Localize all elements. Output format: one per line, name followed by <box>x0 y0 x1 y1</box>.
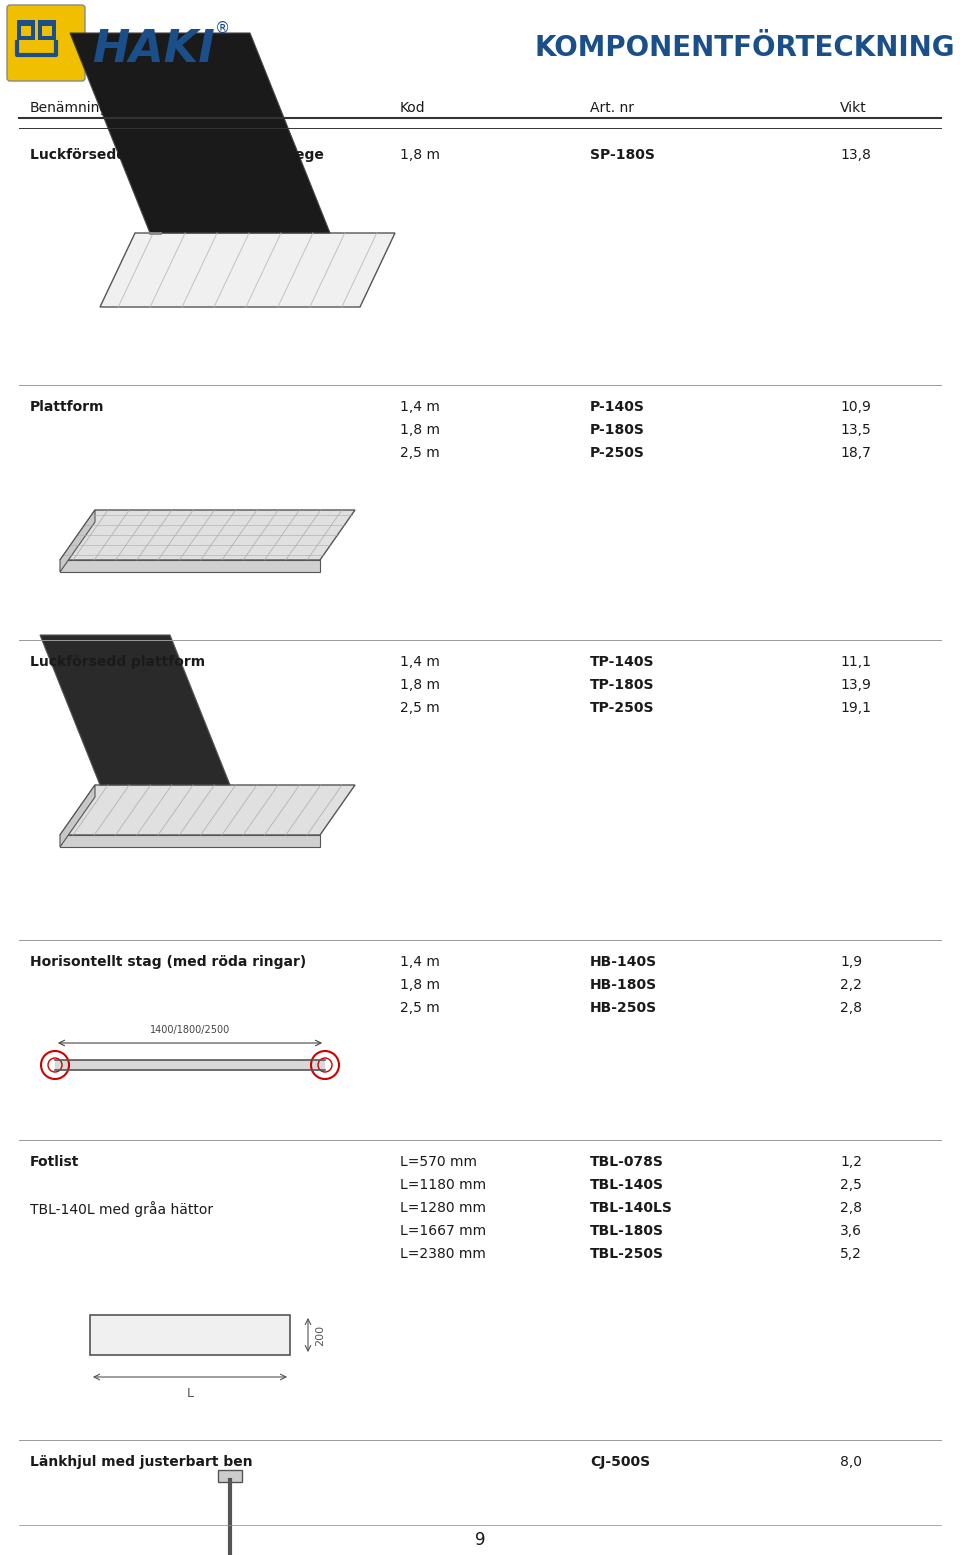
Text: L=1180 mm: L=1180 mm <box>400 1179 486 1193</box>
Text: P-140S: P-140S <box>590 400 645 414</box>
Text: 1,4 m: 1,4 m <box>400 400 440 414</box>
Text: TP-180S: TP-180S <box>590 678 655 692</box>
Text: Art. nr: Art. nr <box>590 101 634 115</box>
Text: 1,4 m: 1,4 m <box>400 955 440 969</box>
Text: 2,5 m: 2,5 m <box>400 446 440 460</box>
Text: Kod: Kod <box>400 101 425 115</box>
Bar <box>42 26 52 36</box>
Text: TBL-140LS: TBL-140LS <box>590 1200 673 1214</box>
Text: L=570 mm: L=570 mm <box>400 1155 477 1169</box>
Text: L=2380 mm: L=2380 mm <box>400 1247 486 1261</box>
FancyBboxPatch shape <box>7 5 85 81</box>
Text: 2,8: 2,8 <box>840 1001 862 1015</box>
Text: P-180S: P-180S <box>590 423 645 437</box>
Text: Benämning: Benämning <box>30 101 109 115</box>
Bar <box>38 20 56 40</box>
Polygon shape <box>60 785 95 847</box>
Text: 2,5: 2,5 <box>840 1179 862 1193</box>
Text: Plattform: Plattform <box>30 400 105 414</box>
Text: 2,8: 2,8 <box>840 1200 862 1214</box>
Text: TBL-140S: TBL-140S <box>590 1179 664 1193</box>
Text: KOMPONENTFÖRTECKNING: KOMPONENTFÖRTECKNING <box>535 34 955 62</box>
Text: L=1667 mm: L=1667 mm <box>400 1224 486 1238</box>
Text: 13,9: 13,9 <box>840 678 871 692</box>
Text: Horisontellt stag (med röda ringar): Horisontellt stag (med röda ringar) <box>30 955 306 969</box>
Text: 1,8 m: 1,8 m <box>400 678 440 692</box>
Text: 9: 9 <box>475 1532 485 1549</box>
Text: L: L <box>186 1387 194 1400</box>
Text: CJ-500S: CJ-500S <box>590 1455 650 1469</box>
Text: TBL-078S: TBL-078S <box>590 1155 664 1169</box>
Bar <box>21 26 31 36</box>
Bar <box>90 1316 290 1354</box>
Text: Luckförsedd plattform för trappstege: Luckförsedd plattform för trappstege <box>30 148 324 162</box>
Text: 2,5 m: 2,5 m <box>400 701 440 715</box>
Polygon shape <box>100 233 395 306</box>
Text: L=1280 mm: L=1280 mm <box>400 1200 486 1214</box>
Polygon shape <box>60 510 355 560</box>
Text: 18,7: 18,7 <box>840 446 871 460</box>
Text: 1,2: 1,2 <box>840 1155 862 1169</box>
Polygon shape <box>60 785 355 835</box>
Text: 1,8 m: 1,8 m <box>400 978 440 992</box>
Polygon shape <box>70 33 330 233</box>
Text: SP-180S: SP-180S <box>590 148 655 162</box>
Text: 19,1: 19,1 <box>840 701 871 715</box>
Polygon shape <box>60 560 320 572</box>
Text: Vikt: Vikt <box>840 101 867 115</box>
Text: Länkhjul med justerbart ben: Länkhjul med justerbart ben <box>30 1455 252 1469</box>
Text: Fotlist: Fotlist <box>30 1155 80 1169</box>
Text: TBL-140L med gråa hättor: TBL-140L med gråa hättor <box>30 1200 213 1218</box>
Text: 200: 200 <box>315 1325 325 1345</box>
Text: 5,2: 5,2 <box>840 1247 862 1261</box>
Bar <box>218 1469 242 1482</box>
Text: TBL-180S: TBL-180S <box>590 1224 664 1238</box>
Bar <box>17 20 35 40</box>
Text: HB-180S: HB-180S <box>590 978 658 992</box>
Text: 1,8 m: 1,8 m <box>400 148 440 162</box>
Text: TBL-250S: TBL-250S <box>590 1247 664 1261</box>
Polygon shape <box>60 510 95 572</box>
Text: TP-250S: TP-250S <box>590 701 655 715</box>
Text: 11,1: 11,1 <box>840 655 871 669</box>
Text: 2,5 m: 2,5 m <box>400 1001 440 1015</box>
Text: ®: ® <box>215 20 230 36</box>
Bar <box>55 1061 325 1070</box>
Text: 13,5: 13,5 <box>840 423 871 437</box>
Text: HB-250S: HB-250S <box>590 1001 658 1015</box>
Polygon shape <box>60 835 320 847</box>
Text: P-250S: P-250S <box>590 446 645 460</box>
Text: 3,6: 3,6 <box>840 1224 862 1238</box>
Text: 1,8 m: 1,8 m <box>400 423 440 437</box>
Text: Luckförsedd plattform: Luckförsedd plattform <box>30 655 205 669</box>
Polygon shape <box>40 634 230 785</box>
Text: 8,0: 8,0 <box>840 1455 862 1469</box>
Text: 10,9: 10,9 <box>840 400 871 414</box>
Text: TP-140S: TP-140S <box>590 655 655 669</box>
Text: 1,9: 1,9 <box>840 955 862 969</box>
Text: HAKI: HAKI <box>92 28 215 72</box>
Text: 2,2: 2,2 <box>840 978 862 992</box>
Text: 1,4 m: 1,4 m <box>400 655 440 669</box>
Text: 13,8: 13,8 <box>840 148 871 162</box>
Text: 1400/1800/2500: 1400/1800/2500 <box>150 1025 230 1036</box>
Text: HB-140S: HB-140S <box>590 955 658 969</box>
